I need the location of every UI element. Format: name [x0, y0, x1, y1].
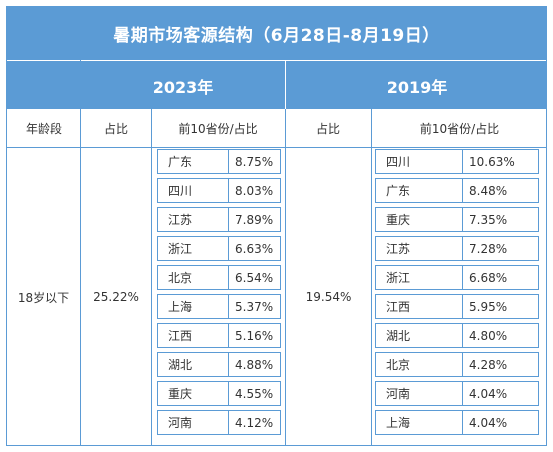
province-row: 湖北 4.80% [375, 323, 539, 348]
province-row: 江苏 7.89% [157, 207, 281, 232]
province-row: 重庆 4.55% [157, 381, 281, 406]
share-2023-cell: 25.22% [93, 290, 139, 304]
province-share: 4.55% [228, 382, 273, 405]
province-name: 河南 [386, 387, 411, 401]
province-row: 四川 8.03% [157, 178, 281, 203]
province-row: 北京 4.28% [375, 352, 539, 377]
share-2019-cell: 19.54% [305, 290, 352, 304]
year-2019-header: 2019年 [285, 61, 546, 110]
province-row: 浙江 6.63% [157, 236, 281, 261]
province-row: 广东 8.48% [375, 178, 539, 203]
year-header-row: 2023年 2019年 [7, 60, 546, 110]
province-row: 河南 4.04% [375, 381, 539, 406]
province-share: 5.37% [228, 295, 273, 318]
province-name: 江西 [168, 329, 193, 343]
grid-line [285, 109, 286, 445]
province-row: 江西 5.16% [157, 323, 281, 348]
province-row: 重庆 7.35% [375, 207, 539, 232]
data-table: 暑期市场客源结构（6月28日-8月19日） 2023年 2019年 年龄段 占比… [6, 6, 547, 446]
province-share: 7.28% [462, 237, 507, 260]
province-name: 河南 [168, 416, 193, 430]
province-row: 江苏 7.28% [375, 236, 539, 261]
province-row: 浙江 6.68% [375, 265, 539, 290]
grid-line [80, 60, 81, 445]
province-name: 重庆 [386, 213, 411, 227]
province-row: 江西 5.95% [375, 294, 539, 319]
province-name: 上海 [168, 300, 193, 314]
province-name: 四川 [168, 184, 193, 198]
age-column-header: 年龄段 [25, 121, 62, 136]
province-name: 广东 [386, 184, 411, 198]
province-name: 重庆 [168, 387, 193, 401]
province-row: 四川 10.63% [375, 149, 539, 174]
table-title: 暑期市场客源结构（6月28日-8月19日） [7, 7, 546, 60]
top10-2019-column-header: 前10省份/占比 [419, 121, 500, 136]
province-share: 6.63% [228, 237, 273, 260]
province-name: 广东 [168, 155, 193, 169]
province-share: 4.80% [462, 324, 507, 347]
province-name: 上海 [386, 416, 411, 430]
province-name: 湖北 [168, 358, 193, 372]
province-share: 4.88% [228, 353, 273, 376]
grid-line [371, 109, 372, 445]
top10-2023-column-header: 前10省份/占比 [178, 121, 258, 136]
province-name: 北京 [386, 358, 411, 372]
province-share: 4.28% [462, 353, 507, 376]
province-share: 7.35% [462, 208, 507, 231]
province-name: 浙江 [168, 242, 193, 256]
province-name: 江苏 [386, 242, 411, 256]
province-share: 8.75% [228, 150, 273, 173]
province-name: 浙江 [386, 271, 411, 285]
province-row: 河南 4.12% [157, 410, 281, 435]
province-share: 5.95% [462, 295, 507, 318]
province-name: 北京 [168, 271, 193, 285]
province-share: 4.04% [462, 382, 507, 405]
year-2023-header: 2023年 [152, 77, 214, 97]
province-row: 湖北 4.88% [157, 352, 281, 377]
province-share: 7.89% [228, 208, 273, 231]
province-share: 4.12% [228, 411, 273, 434]
province-row: 广东 8.75% [157, 149, 281, 174]
province-name: 江苏 [168, 213, 193, 227]
province-row: 上海 4.04% [375, 410, 539, 435]
column-header-row: 年龄段 占比 前10省份/占比 占比 前10省份/占比 [7, 109, 546, 148]
province-name: 四川 [386, 155, 411, 169]
grid-line [151, 109, 152, 445]
province-row: 上海 5.37% [157, 294, 281, 319]
age-group-cell: 18岁以下 [17, 290, 70, 305]
province-share: 6.54% [228, 266, 273, 289]
province-name: 江西 [386, 300, 411, 314]
province-share: 10.63% [462, 150, 515, 173]
province-share: 8.48% [462, 179, 507, 202]
province-share: 6.68% [462, 266, 507, 289]
province-share: 4.04% [462, 411, 507, 434]
province-share: 8.03% [228, 179, 273, 202]
share-2019-column-header: 占比 [315, 121, 340, 136]
province-share: 5.16% [228, 324, 273, 347]
province-row: 北京 6.54% [157, 265, 281, 290]
province-name: 湖北 [386, 329, 411, 343]
share-2023-column-header: 占比 [103, 121, 128, 136]
